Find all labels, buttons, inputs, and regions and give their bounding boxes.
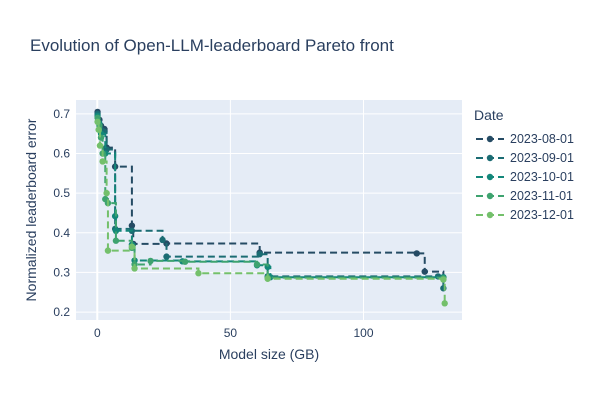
data-point [131, 265, 138, 272]
legend-entry-label: 2023-08-01 [510, 132, 574, 146]
x-tick-label: 50 [224, 326, 238, 340]
plot-area [76, 100, 462, 320]
gridlines [76, 100, 462, 320]
legend-title: Date [474, 107, 504, 123]
series-layer [94, 108, 448, 307]
data-point [104, 247, 112, 254]
y-axis-label: Normalized leaderboard error [23, 118, 39, 301]
chart-title: Evolution of Open-LLM-leaderboard Pareto… [30, 36, 394, 55]
y-tick-label: 0.6 [53, 147, 70, 161]
data-point [95, 126, 102, 133]
legend-entry-label: 2023-09-01 [510, 151, 574, 165]
data-point [441, 300, 448, 307]
data-point [256, 250, 263, 258]
data-point [195, 270, 202, 277]
x-tick-label: 100 [353, 326, 373, 340]
data-point [159, 236, 166, 244]
data-point [99, 158, 106, 165]
y-tick-label: 0.5 [53, 186, 70, 200]
data-point [253, 261, 261, 268]
x-tick-label: 0 [94, 326, 101, 340]
data-point [163, 253, 170, 260]
legend-swatch-marker [486, 211, 494, 219]
data-point [147, 257, 154, 265]
data-point [103, 189, 110, 197]
y-tick-label: 0.7 [53, 107, 70, 121]
y-tick-label: 0.3 [53, 265, 70, 279]
data-point [181, 258, 189, 265]
legend-entry-label: 2023-11-01 [510, 189, 573, 203]
data-point [128, 222, 136, 229]
data-point [264, 275, 271, 282]
legend-swatch-marker [486, 135, 494, 143]
data-point [112, 227, 120, 235]
legend: Date 2023-08-01 2023-09-01 2023-10-01 2023-… [474, 107, 574, 222]
y-tick-label: 0.2 [53, 305, 70, 319]
data-point [421, 268, 428, 275]
legend-swatch-marker [486, 192, 494, 200]
data-point [112, 237, 120, 244]
data-point [413, 250, 420, 257]
data-point [96, 142, 104, 149]
data-point [440, 276, 447, 283]
tick-labels: 0 50 100 0.2 0.3 0.4 0.5 0.6 0.7 [53, 107, 374, 340]
x-axis-label: Model size (GB) [219, 346, 319, 362]
legend-entry-label: 2023-12-01 [510, 208, 574, 222]
data-point [94, 118, 101, 126]
legend-entry-label: 2023-10-01 [510, 170, 574, 184]
legend-swatch-marker [486, 154, 494, 162]
data-point [128, 243, 136, 250]
legend-swatch-marker [486, 173, 494, 181]
data-point [97, 134, 105, 141]
y-tick-label: 0.4 [53, 226, 70, 240]
